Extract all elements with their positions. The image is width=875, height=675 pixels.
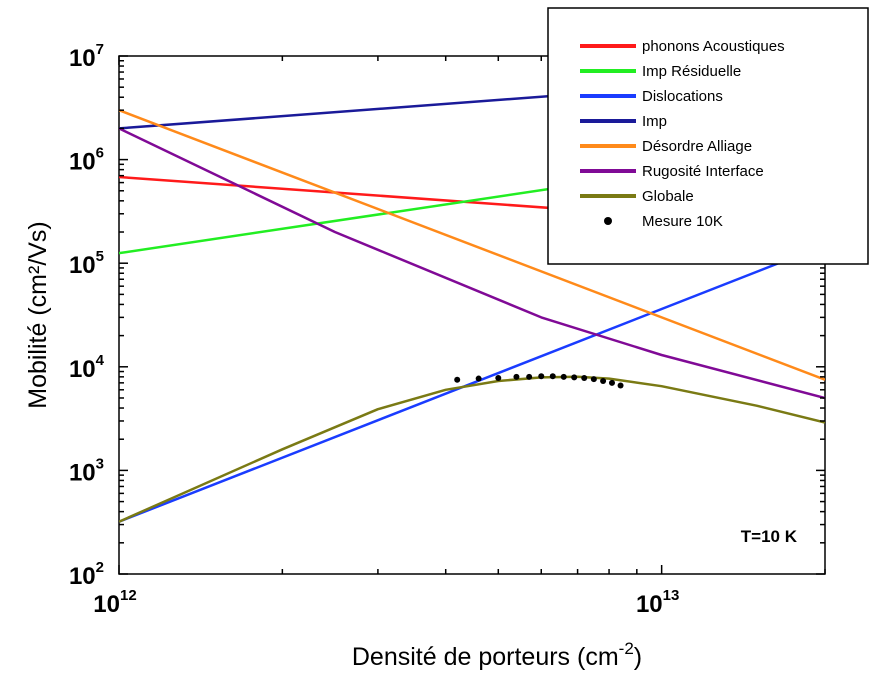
x-axis-title-main: Densité de porteurs (cm: [352, 643, 619, 671]
measure-point: [600, 377, 607, 384]
measure-point: [495, 374, 502, 381]
y-tick-label-base: 10: [69, 252, 96, 279]
x-tick-label: 1012: [93, 587, 136, 618]
measure-point: [475, 375, 482, 382]
y-tick-label: 105: [69, 248, 104, 279]
measure-point: [617, 382, 624, 389]
y-tick-label-base: 10: [69, 459, 96, 486]
y-tick-label-exp: 2: [96, 559, 104, 576]
legend-swatch: [604, 217, 612, 225]
measure-point: [571, 374, 578, 381]
legend-label: Désordre Alliage: [642, 138, 752, 155]
y-tick-label: 102: [69, 559, 104, 590]
y-tick-label: 103: [69, 455, 104, 486]
y-tick-label-base: 10: [69, 356, 96, 383]
x-axis-title-close: ): [634, 643, 642, 671]
legend-box: [547, 7, 869, 265]
y-tick-label-exp: 5: [96, 248, 104, 265]
x-tick-label-exp: 12: [120, 587, 137, 604]
legend-label: Imp Résiduelle: [642, 63, 741, 80]
y-tick-label-base: 10: [69, 149, 96, 176]
measure-point: [608, 379, 615, 386]
y-tick-label-exp: 4: [96, 352, 105, 369]
measure-point: [590, 376, 597, 383]
x-tick-label-exp: 13: [663, 587, 680, 604]
measure-point: [549, 373, 556, 380]
measure-point: [526, 373, 533, 380]
y-tick-label: 104: [69, 352, 105, 383]
y-tick-label-exp: 7: [96, 41, 104, 58]
x-tick-label-base: 10: [636, 591, 663, 618]
y-tick-label-base: 10: [69, 563, 96, 590]
legend-label: Rugosité Interface: [642, 163, 764, 180]
series-line-rugosit-interface: [119, 127, 825, 400]
legend-label: Imp: [642, 113, 667, 130]
legend-label: Mesure 10K: [642, 213, 723, 230]
series-line-d-sordre-alliage: [119, 109, 825, 381]
y-tick-label-exp: 3: [96, 455, 104, 472]
legend-items: phonons Acoustiques Imp Résiduelle Disloca…: [580, 38, 785, 230]
legend: phonons Acoustiques Imp Résiduelle Disloca…: [547, 7, 869, 265]
y-tick-label: 107: [69, 41, 104, 72]
x-tick-labels: 1012 1013: [93, 587, 679, 618]
y-tick-label-base: 10: [69, 45, 96, 72]
series-line-dislocations: [119, 243, 825, 523]
measure-point: [581, 374, 588, 381]
y-axis-title: Mobilité (cm²/Vs): [24, 221, 52, 409]
x-axis-title: Densité de porteurs (cm-2): [352, 639, 642, 671]
x-tick-label-base: 10: [93, 591, 120, 618]
x-axis-title-exp: -2: [619, 639, 634, 658]
measure-point: [560, 373, 567, 380]
measure-point: [538, 373, 545, 380]
x-tick-label: 1013: [636, 587, 679, 618]
legend-label: Globale: [642, 188, 694, 205]
measure-point: [513, 373, 520, 380]
y-tick-label: 106: [69, 145, 104, 176]
measure-point: [454, 376, 461, 383]
temperature-annotation: T=10 K: [741, 527, 798, 546]
y-tick-label-exp: 6: [96, 145, 104, 162]
legend-label: Dislocations: [642, 88, 723, 105]
legend-label: phonons Acoustiques: [642, 38, 785, 55]
